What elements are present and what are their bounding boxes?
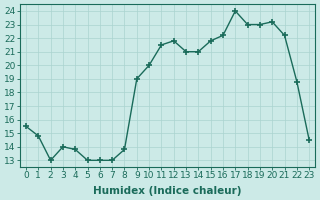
X-axis label: Humidex (Indice chaleur): Humidex (Indice chaleur) bbox=[93, 186, 242, 196]
